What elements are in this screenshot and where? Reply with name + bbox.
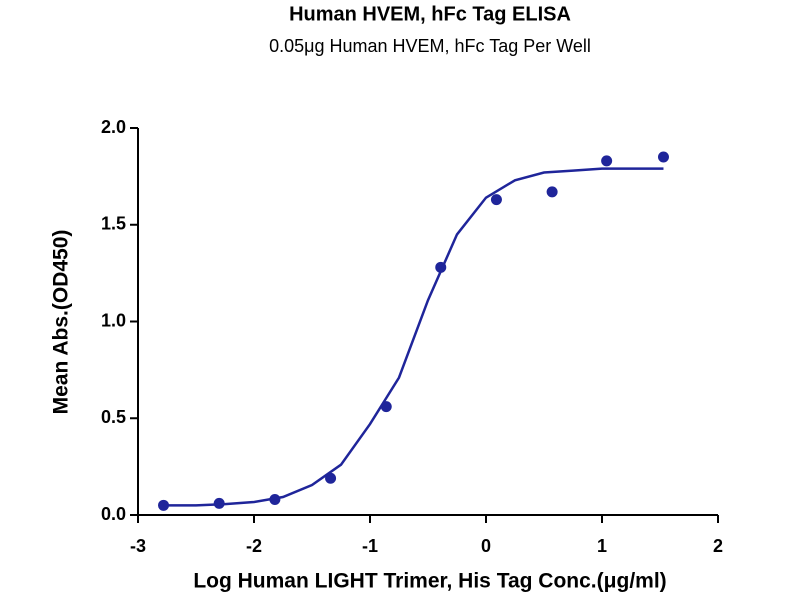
y-axis-label: Mean Abs.(OD450) xyxy=(50,230,73,415)
y-tick-label: 0.0 xyxy=(101,504,126,524)
y-tick-label: 1.0 xyxy=(101,310,126,330)
x-tick-label: 1 xyxy=(597,536,607,556)
data-point xyxy=(546,186,558,198)
x-tick-label: 2 xyxy=(713,536,723,556)
y-tick-label: 1.5 xyxy=(101,214,126,234)
x-tick-label: -3 xyxy=(130,536,146,556)
chart-subtitle: 0.05μg Human HVEM, hFc Tag Per Well xyxy=(269,36,591,56)
data-point xyxy=(601,155,613,167)
y-tick-label: 2.0 xyxy=(101,117,126,137)
x-tick-label: -1 xyxy=(362,536,378,556)
data-point xyxy=(325,472,337,484)
data-point xyxy=(490,194,502,206)
x-axis-label: Log Human LIGHT Trimer, His Tag Conc.(μg… xyxy=(193,570,666,593)
chart-title: Human HVEM, hFc Tag ELISA xyxy=(289,3,571,25)
data-point xyxy=(657,151,669,163)
x-tick-label: 0 xyxy=(481,536,491,556)
y-tick-label: 0.5 xyxy=(101,407,126,427)
fit-curve xyxy=(163,167,664,507)
x-tick-label: -2 xyxy=(246,536,262,556)
